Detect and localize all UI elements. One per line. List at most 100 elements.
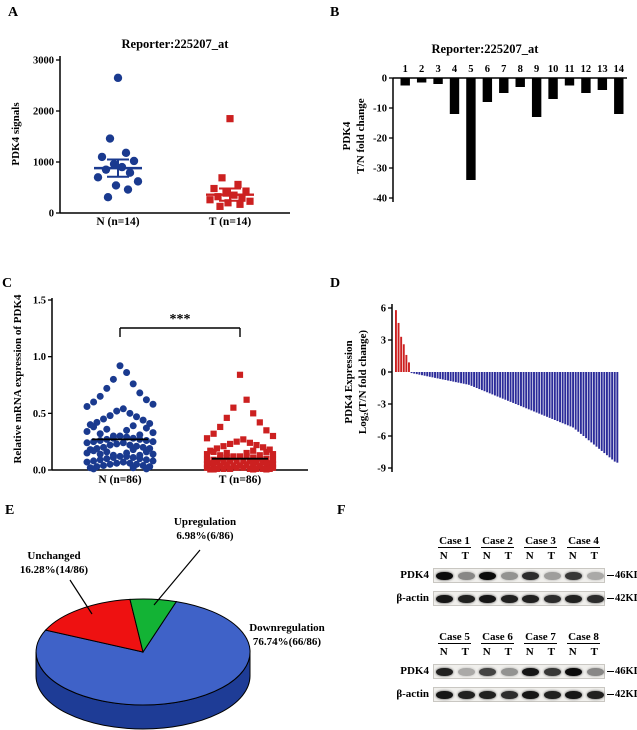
waterfall-bar-down [509, 372, 512, 402]
scatter-point [266, 446, 273, 453]
blot-band [479, 572, 497, 580]
scatter-point [236, 453, 244, 460]
scatter-point [253, 465, 260, 472]
scatter-point [96, 456, 104, 464]
waterfall-bar-down [478, 372, 481, 390]
waterfall-bar-down [600, 372, 603, 451]
bar [449, 78, 460, 114]
blot-band [457, 595, 475, 603]
waterfall-bar-down [512, 372, 515, 403]
size-tick [607, 597, 614, 600]
scatter-point [123, 452, 131, 460]
case-label-text: Case 6 [481, 631, 514, 644]
waterfall-bar-down [462, 372, 465, 384]
waterfall-bar-down [467, 372, 470, 385]
waterfall-bar-down [431, 372, 434, 378]
y-tick-label: 3 [381, 336, 386, 347]
scatter-point [106, 441, 114, 449]
scatter-point [129, 464, 137, 472]
waterfall-bar-down [496, 372, 499, 397]
case-label-text: Case 5 [438, 631, 471, 644]
scatter-point [203, 461, 211, 468]
scatter-point [129, 446, 137, 454]
y-tick-label: -20 [373, 134, 387, 145]
blot-band [479, 595, 497, 603]
waterfall-bar-down [543, 372, 546, 416]
lane-label: T [504, 550, 512, 562]
scatter-point [263, 466, 270, 473]
scatter-point [129, 380, 137, 388]
scatter-point [133, 177, 143, 186]
scatter-point [227, 440, 234, 448]
y-tick-label: 3000 [33, 56, 54, 67]
scatter-point [240, 436, 247, 443]
scatter-point [240, 464, 247, 471]
waterfall-bar-down [559, 372, 561, 423]
scatter-point [142, 456, 150, 464]
scatter-point [269, 451, 277, 458]
waterfall-bar-down [613, 372, 616, 462]
scatter-point [149, 438, 157, 446]
scatter-point [113, 459, 121, 467]
scatter-point [142, 396, 150, 404]
waterfall-bar-down [473, 372, 476, 387]
scatter-point [218, 174, 226, 182]
scatter-point [233, 464, 240, 471]
blot-band [586, 691, 604, 699]
scatter-point [243, 449, 250, 457]
blot-row-label: PDK4 [400, 665, 429, 677]
scatter-point [222, 189, 230, 197]
waterfall-bar-down [572, 372, 575, 428]
y-tick-label: -30 [373, 164, 387, 175]
y-tick-label: -10 [373, 104, 387, 115]
significance-stars: *** [170, 312, 191, 327]
chart-a-group-n-label: N (n=14) [96, 216, 140, 228]
scatter-point [234, 180, 242, 189]
pie-slice-downregulation [35, 601, 251, 706]
blot-strip [433, 664, 605, 679]
panel-letter-b: B [330, 5, 340, 20]
waterfall-bar-up [408, 362, 410, 372]
scatter-point [240, 457, 247, 465]
size-label: 46KD [615, 666, 637, 677]
lane-label: T [590, 646, 598, 658]
pie-slice-unchanged [44, 598, 144, 653]
bar-number-label: 12 [581, 64, 592, 75]
waterfall-bar-down [587, 372, 590, 441]
chart-d-ylabel-line1: PDK4 Expression [343, 340, 355, 424]
scatter-point [90, 423, 98, 431]
scatter-point [111, 181, 121, 190]
scatter-point [227, 457, 234, 465]
waterfall-bar-down [577, 372, 580, 432]
size-tick [607, 693, 614, 696]
blot-band [565, 595, 583, 603]
blot-band [457, 572, 475, 580]
case-label: Case 8 [562, 631, 605, 644]
scatter-point [269, 464, 277, 471]
blot-band [479, 668, 497, 676]
scatter-point [236, 462, 244, 469]
scatter-point [142, 448, 150, 456]
scatter-point [246, 439, 253, 446]
scatter-point [238, 194, 246, 202]
scatter-point [119, 458, 127, 466]
pie-label-upregulation: Upregulation 6.98%(6/86) [150, 516, 260, 543]
waterfall-bar-down [553, 372, 556, 420]
size-marker: 46KD [607, 664, 637, 679]
bar-number-label: 13 [597, 64, 608, 75]
scatter-point [203, 435, 211, 442]
scatter-point [220, 443, 227, 450]
scatter-point [260, 458, 267, 466]
waterfall-bar-down [525, 372, 528, 409]
chart-a-title: Reporter:225207_at [121, 37, 229, 51]
blot-band [522, 691, 540, 699]
chart-a-group-t-label: T (n=14) [208, 216, 252, 228]
scatter-point [246, 457, 253, 465]
waterfall-bar-down [428, 372, 431, 377]
waterfall-bar-down [423, 372, 426, 376]
scatter-point [236, 200, 244, 208]
blot-band [586, 668, 604, 676]
scatter-point [142, 424, 150, 432]
blot-band [500, 595, 518, 603]
case-label: Case 7 [519, 631, 562, 644]
